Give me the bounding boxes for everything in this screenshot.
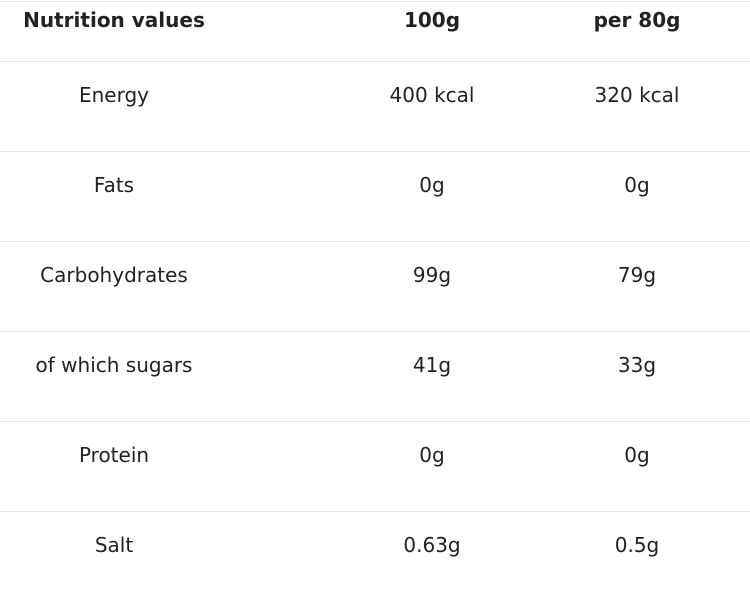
header-cell: 100g <box>403 8 461 32</box>
row-divider <box>0 151 750 152</box>
header-cell: per 80g <box>593 8 681 32</box>
row-value: 41g <box>412 353 452 377</box>
row-value: 0.63g <box>403 533 461 557</box>
row-divider <box>0 241 750 242</box>
row-value: 99g <box>412 263 452 287</box>
header-cell: Nutrition values <box>23 8 205 32</box>
row-divider <box>0 331 750 332</box>
row-value: 400 kcal <box>389 83 475 107</box>
row-value: 320 kcal <box>594 83 680 107</box>
row-label: Protein <box>78 443 150 467</box>
row-value: 0g <box>624 443 650 467</box>
row-divider <box>0 421 750 422</box>
row-label: of which sugars <box>35 353 193 377</box>
row-label: Fats <box>93 173 135 197</box>
row-value: 33g <box>617 353 657 377</box>
row-label: Carbohydrates <box>40 263 188 287</box>
row-value: 0g <box>419 173 445 197</box>
row-value: 0g <box>419 443 445 467</box>
row-value: 0g <box>624 173 650 197</box>
row-label: Salt <box>94 533 134 557</box>
row-divider <box>0 511 750 512</box>
row-value: 79g <box>617 263 657 287</box>
top-rule <box>0 1 750 2</box>
row-divider <box>0 61 750 62</box>
row-value: 0.5g <box>614 533 660 557</box>
row-label: Energy <box>78 83 150 107</box>
